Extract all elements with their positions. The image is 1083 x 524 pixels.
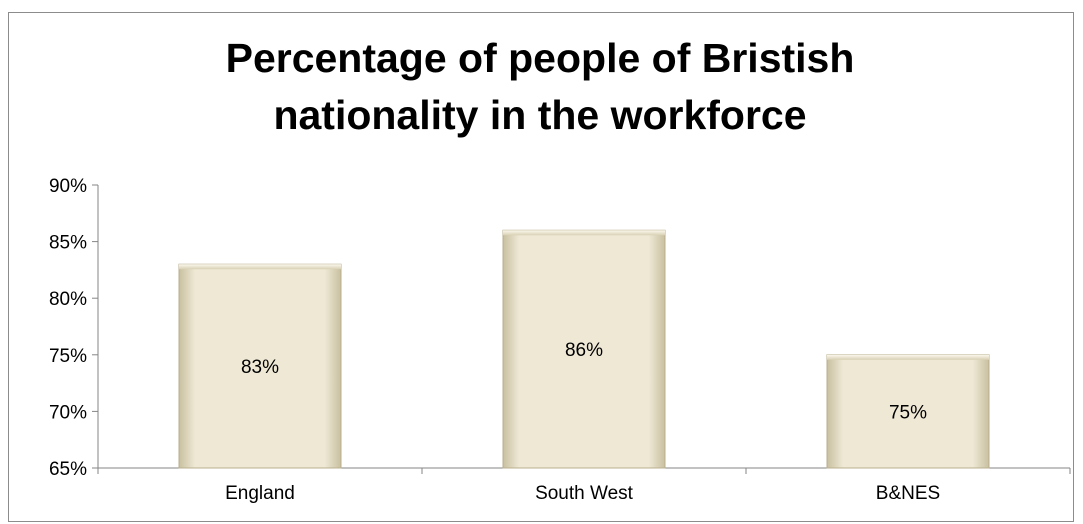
bar-top-bevel — [827, 354, 989, 360]
y-tick-label: 65% — [49, 459, 87, 480]
data-label: 86% — [565, 340, 603, 361]
y-tick-label: 85% — [49, 233, 87, 254]
x-axis: England South West B&NES — [97, 467, 1071, 504]
x-tick-label: B&NES — [876, 483, 940, 504]
data-label: 83% — [241, 357, 279, 378]
y-tick-label: 80% — [49, 289, 87, 310]
chart-title: Percentage of people of Bristish nationa… — [225, 35, 855, 138]
y-tick-label: 90% — [49, 176, 87, 197]
bar — [826, 354, 990, 469]
data-labels: 83% 86% 75% — [241, 340, 927, 423]
bar-top-bevel — [503, 230, 665, 236]
bar — [502, 229, 666, 469]
x-tick-label: England — [225, 483, 295, 504]
y-axis: 90% 85% 80% 75% 70% 65% — [49, 176, 99, 480]
y-tick-label: 75% — [49, 346, 87, 367]
bars — [178, 229, 990, 469]
data-label: 75% — [889, 402, 927, 423]
bar-top-bevel — [179, 264, 341, 270]
y-tick-label: 70% — [49, 402, 87, 423]
x-tick-label: South West — [535, 483, 634, 504]
bar — [178, 263, 342, 469]
